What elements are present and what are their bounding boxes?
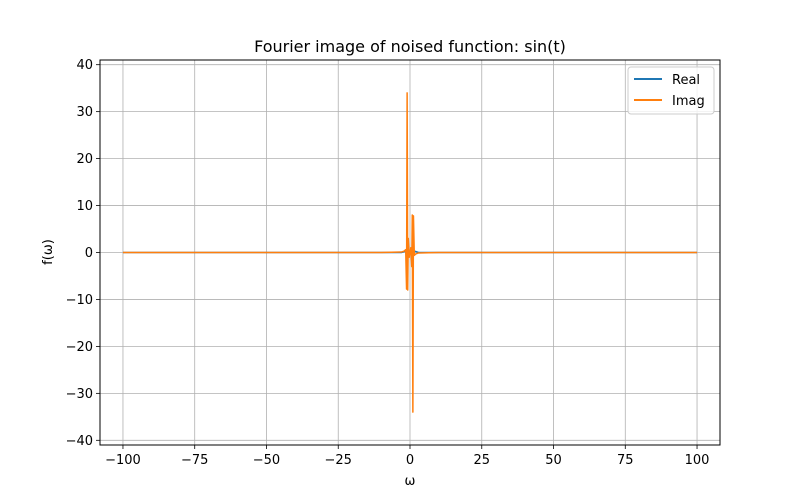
y-tick-label: −10 [66,293,93,308]
y-tick-label: 10 [76,199,93,214]
x-tick-label: −75 [181,453,208,468]
x-tick-label: 100 [685,453,710,468]
x-tick-label: −50 [253,453,280,468]
x-tick-label: 75 [617,453,634,468]
legend-label-imag: Imag [672,94,705,109]
y-tick-label: −20 [66,340,93,355]
axis-ticks: −100 −75 −50 −25 0 25 50 75 100−40−30−20−1001020… [66,58,710,468]
x-tick-label: 50 [545,453,562,468]
chart-title: Fourier image of noised function: sin(t) [254,37,566,56]
legend: Real Imag [627,66,715,115]
x-tick-label: 0 [406,453,414,468]
series-lines [122,92,698,413]
y-tick-label: 40 [76,58,93,73]
x-tick-label: −100 [105,453,141,468]
y-axis-label: f(ω) [41,239,56,265]
x-tick-label: 25 [473,453,490,468]
series-line-imag [122,92,698,413]
legend-label-real: Real [672,73,700,88]
y-tick-label: 0 [85,246,93,261]
x-tick-label: −25 [325,453,352,468]
y-tick-label: −30 [66,387,93,402]
y-tick-label: −40 [66,434,93,449]
x-axis-label: ω [405,474,416,489]
y-tick-label: 20 [76,152,93,167]
y-tick-label: 30 [76,105,93,120]
